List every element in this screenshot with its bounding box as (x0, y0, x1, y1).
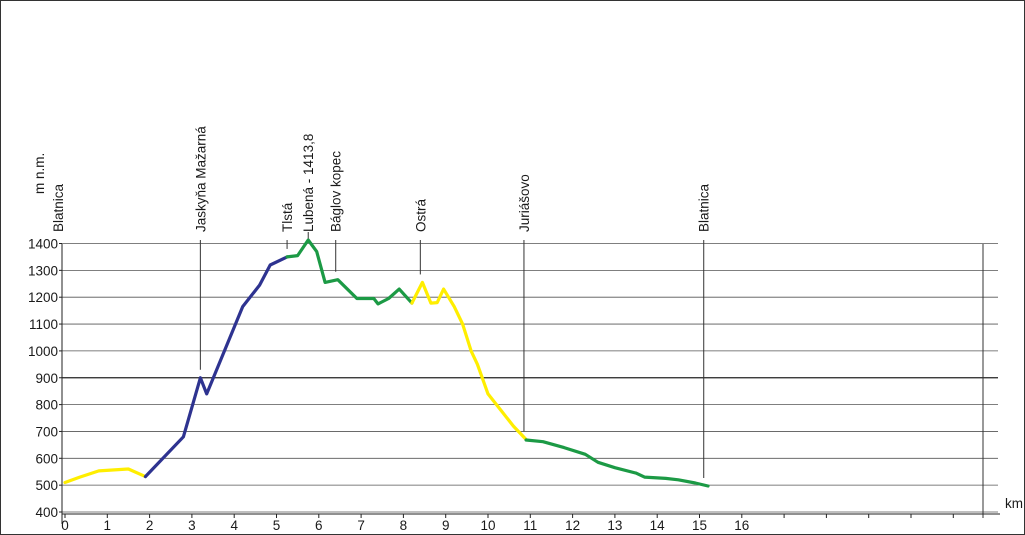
x-tick-label: 10 (480, 518, 495, 533)
x-tick-label: 4 (230, 518, 238, 533)
x-tick-label: 9 (442, 518, 450, 533)
y-tick-label: 800 (35, 398, 58, 413)
y-axis: 400 500 600 700 800 900 1000 1100 1200 1300 1400 (28, 237, 1000, 524)
x-tick-label: 13 (607, 518, 622, 533)
x-tick-label: 15 (692, 518, 707, 533)
grid-lines (62, 243, 998, 518)
y-tick-label: 1100 (29, 317, 58, 332)
y-tick-label: 1300 (28, 263, 58, 278)
y-tick-label: 600 (35, 451, 58, 466)
series-line-yellow (410, 280, 528, 442)
x-tick-label: 8 (400, 518, 408, 533)
waypoint-label: Blatnica (51, 183, 66, 232)
x-tick-label: 12 (565, 518, 580, 533)
waypoint-label: Tlstá (280, 202, 295, 232)
x-tick-label: 11 (523, 518, 537, 533)
waypoint-label: Báglov kopec (329, 151, 344, 232)
x-axis-label: km (1005, 496, 1023, 511)
y-tick-label: 700 (35, 424, 58, 439)
x-tick-label: 5 (273, 518, 281, 533)
x-tick-label: 1 (104, 518, 112, 533)
waypoint-label: Blatnica (697, 183, 712, 232)
series-line-green (285, 238, 414, 306)
waypoint-label: Jaskyňa Mažarná (193, 126, 208, 232)
series-line-blue (143, 255, 289, 479)
y-tick-label: 400 (35, 505, 58, 520)
y-tick-label: 1000 (28, 344, 58, 359)
x-tick-label: 0 (61, 518, 69, 533)
x-tick-label: 7 (357, 518, 365, 533)
x-axis: 0 1 2 3 4 5 6 7 8 9 10 11 12 13 14 15 16 (61, 514, 954, 533)
y-axis-label: m n.m. (32, 153, 47, 194)
waypoint-label: Lubená - 1413,8 (301, 134, 316, 232)
y-tick-label: 500 (35, 478, 58, 493)
x-tick-label: 2 (146, 518, 154, 533)
y-tick-label: 900 (35, 371, 58, 386)
series-line-yellow (63, 467, 147, 485)
y-tick-label: 1400 (28, 237, 58, 252)
waypoint-markers: Blatnica Jaskyňa Mažarná Tlstá Lubená - 141… (51, 126, 712, 478)
series-line-green (524, 438, 710, 488)
waypoint-label: Juriášovo (517, 174, 532, 232)
x-tick-label: 14 (650, 518, 666, 533)
y-tick-label: 1200 (28, 290, 58, 305)
x-tick-label: 6 (315, 518, 323, 533)
waypoint-label: Ostrá (413, 199, 428, 232)
x-tick-label: 3 (188, 518, 196, 533)
series-lines (63, 238, 710, 488)
x-tick-label: 16 (734, 518, 749, 533)
